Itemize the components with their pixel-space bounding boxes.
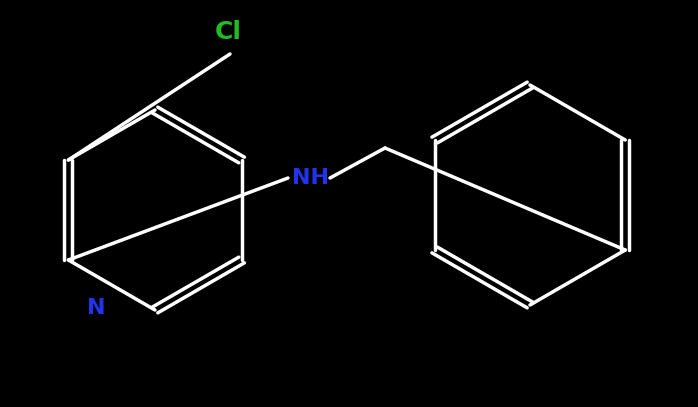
Text: NH: NH — [292, 168, 329, 188]
Text: Cl: Cl — [214, 20, 242, 44]
Text: N: N — [87, 298, 105, 318]
